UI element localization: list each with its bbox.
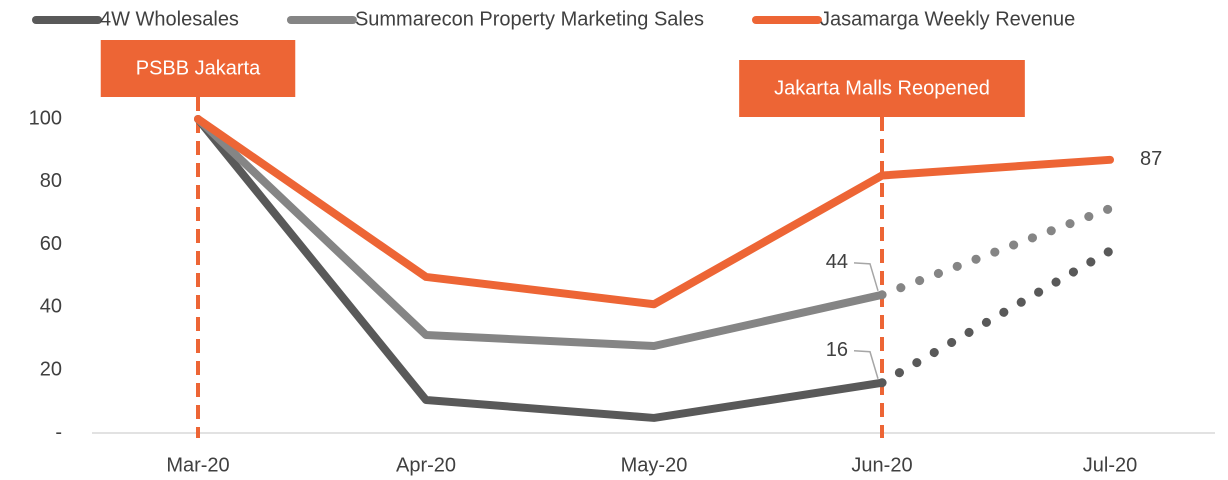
leader-line: [853, 262, 879, 292]
line: [194, 115, 886, 422]
x-tick-label: Jul-20: [1083, 454, 1137, 476]
annotation-text: PSBB Jakarta: [136, 57, 261, 79]
y-tick-label: 80: [40, 170, 62, 192]
line-projection: [877, 246, 1115, 388]
data-label: 44: [826, 251, 848, 273]
y-tick-label: 20: [40, 358, 62, 380]
x-tick-label: Apr-20: [396, 454, 456, 476]
annotation-box: [739, 60, 1025, 117]
leader-line: [853, 350, 879, 379]
annotation-text: Jakarta Malls Reopened: [774, 77, 990, 99]
x-tick-label: May-20: [621, 454, 688, 476]
y-tick-label: 40: [40, 296, 62, 318]
y-tick-label: 100: [29, 107, 62, 129]
line: [194, 115, 886, 351]
data-label: 87: [1140, 148, 1162, 170]
legend-label: Jasamarga Weekly Revenue: [820, 8, 1075, 30]
data-label: 16: [826, 339, 848, 361]
line: [194, 115, 1114, 309]
y-tick-label: 60: [40, 233, 62, 255]
legend-label: Summarecon Property Marketing Sales: [355, 8, 704, 30]
annotation-box: [100, 40, 296, 97]
y-tick-label: -: [55, 421, 62, 443]
x-tick-label: Jun-20: [851, 454, 912, 476]
legend-label: 4W Wholesales: [100, 8, 239, 30]
line-projection: [877, 203, 1115, 300]
x-tick-label: Mar-20: [166, 454, 229, 476]
